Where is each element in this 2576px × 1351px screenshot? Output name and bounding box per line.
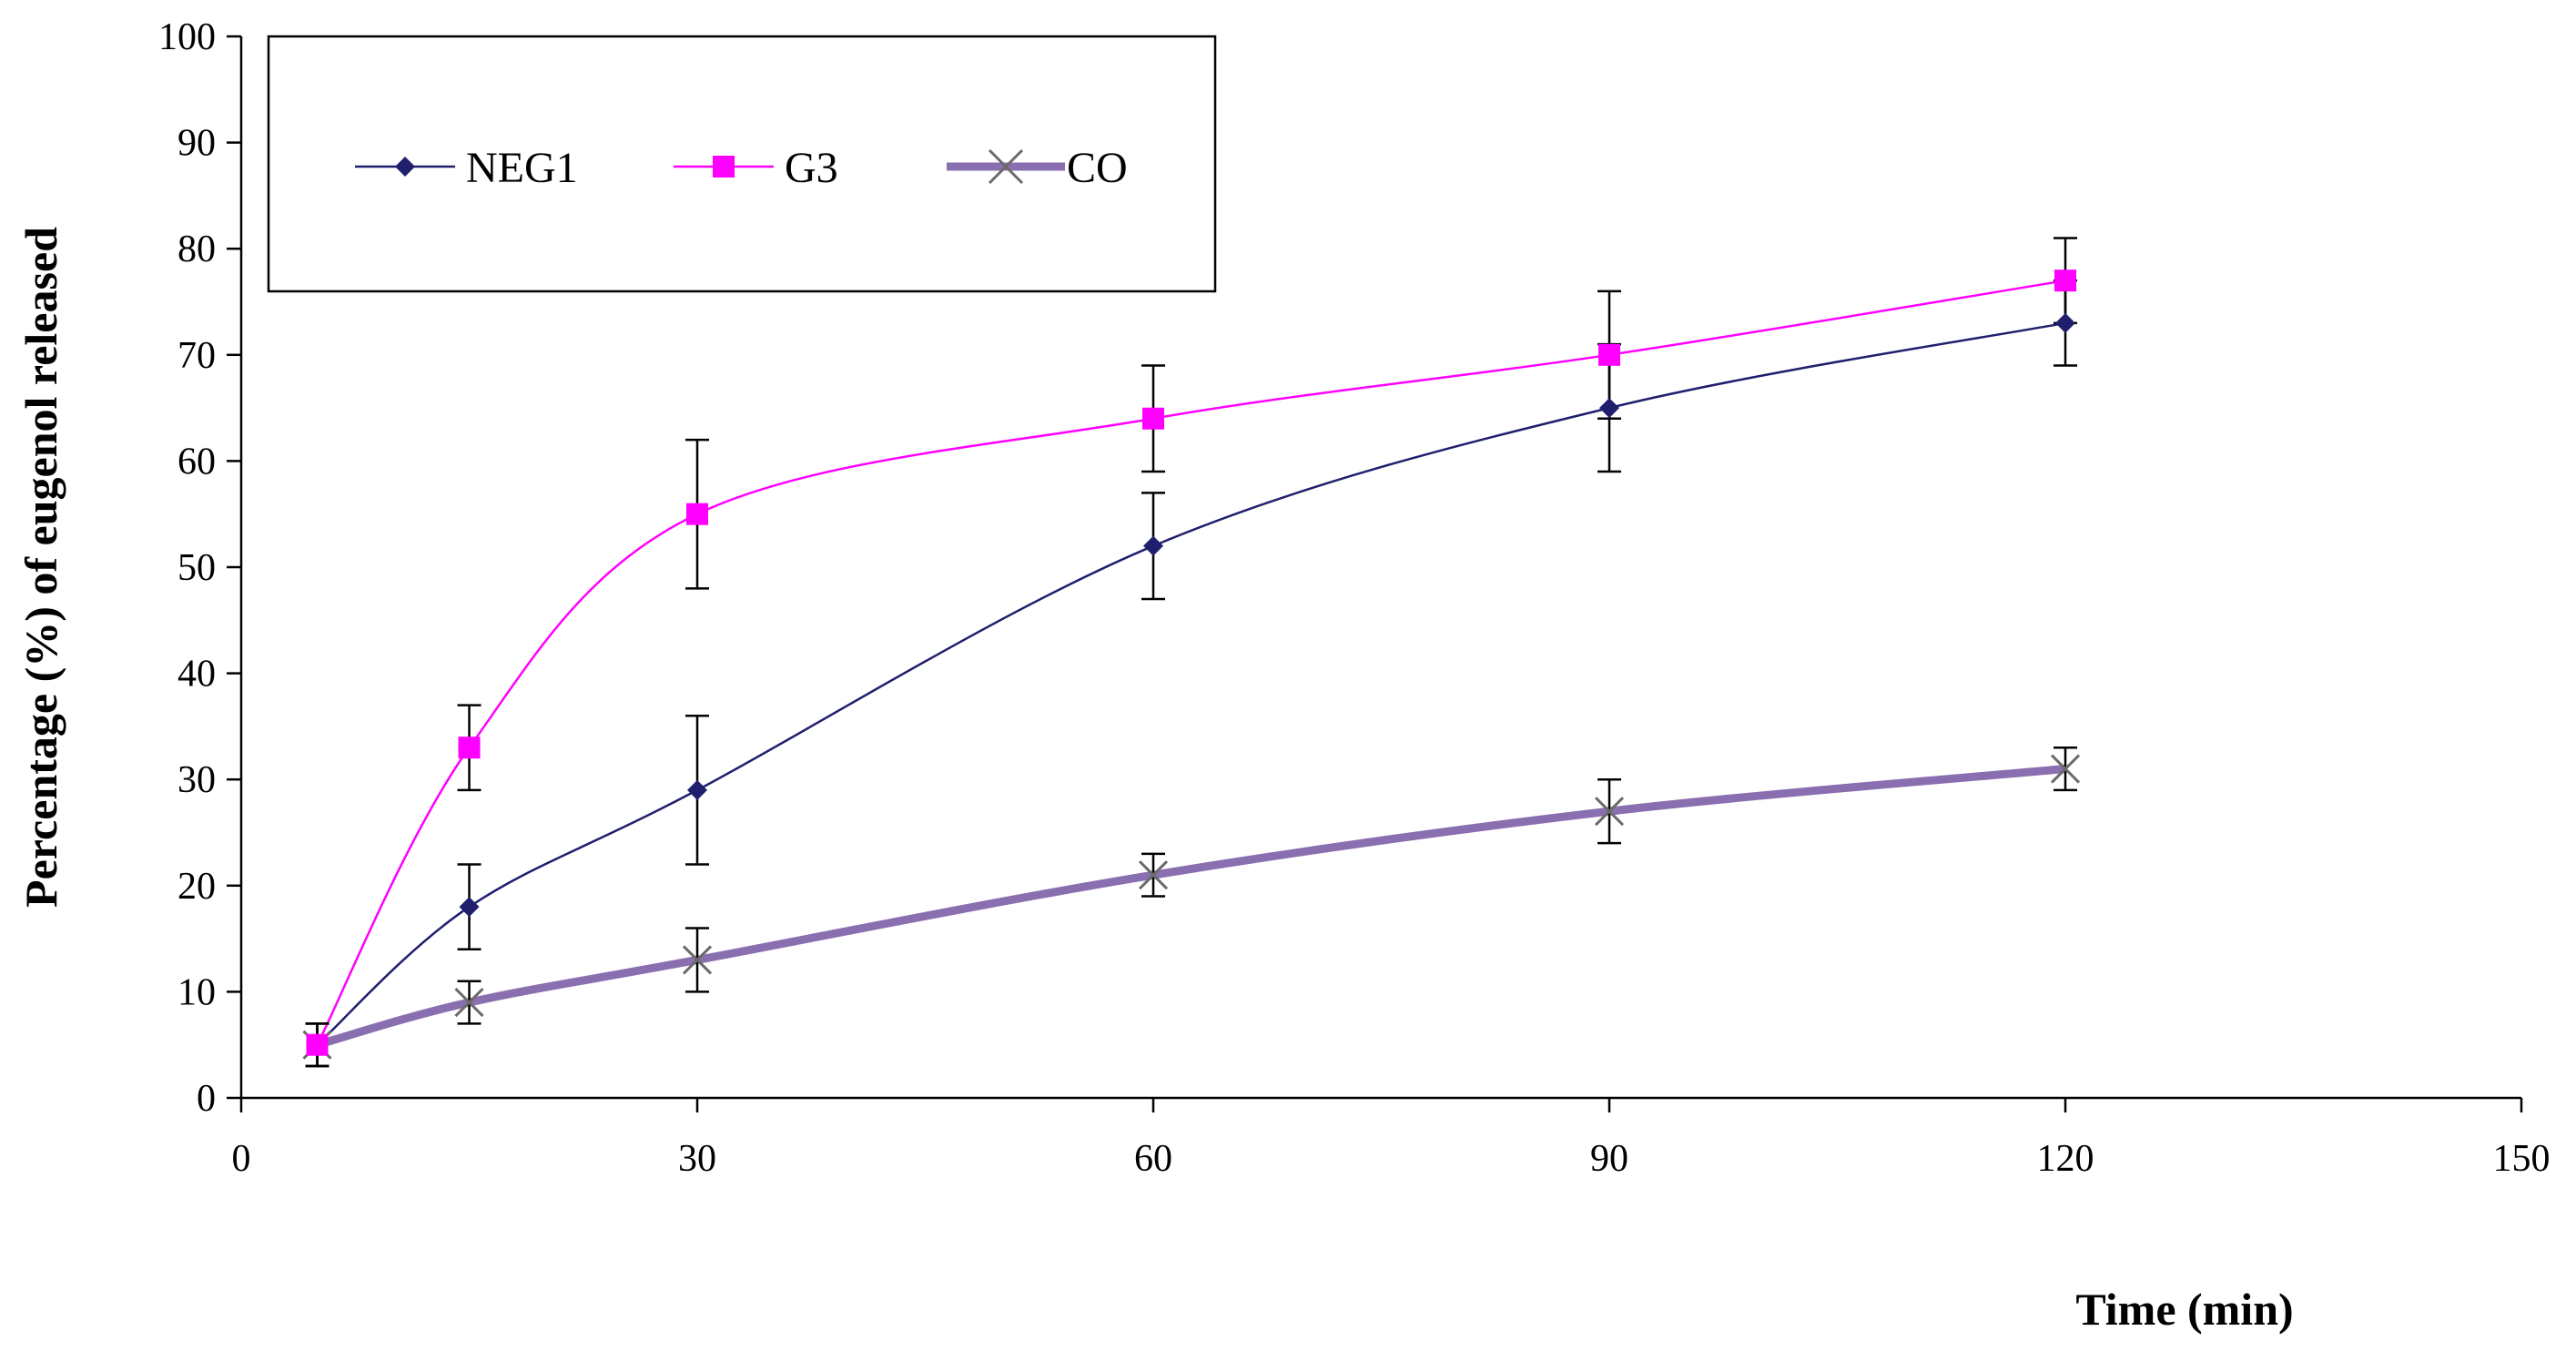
legend-label-neg1: NEG1 — [466, 144, 578, 192]
x-axis-title: Time (min) — [2075, 1284, 2293, 1335]
legend-label-g3: G3 — [785, 144, 838, 192]
data-point-co — [454, 987, 484, 1018]
axes: 0 10 20 30 40 50 60 70 80 90 100 0 30 60 90 120 150 — [158, 16, 2551, 1180]
x-tick-label: 150 — [2493, 1138, 2551, 1180]
series-line-g3 — [316, 279, 2066, 1046]
legend-marker-g3 — [713, 156, 735, 178]
legend-marker-co — [988, 148, 1024, 185]
x-tick-label: 30 — [678, 1138, 716, 1180]
data-point-g3 — [686, 503, 708, 525]
x-tick-label: 60 — [1134, 1138, 1172, 1180]
data-point-g3 — [306, 1033, 329, 1056]
y-tick-label: 90 — [177, 123, 216, 165]
plot-area — [302, 237, 2081, 1068]
y-tick-label: 20 — [177, 866, 216, 908]
data-point-neg1 — [1143, 535, 1163, 556]
legend-label-co: CO — [1067, 144, 1128, 192]
y-tick-label: 30 — [177, 759, 216, 801]
data-point-neg1 — [2055, 312, 2075, 333]
data-point-g3 — [1598, 343, 1620, 366]
legend: NEG1 G3 CO — [267, 35, 1217, 293]
series-line-neg1 — [316, 321, 2066, 1046]
series-line-co — [316, 765, 2066, 1050]
data-point-co — [1594, 797, 1625, 827]
data-point-g3 — [458, 736, 481, 759]
legend-marker-neg1 — [395, 157, 415, 177]
data-point-g3 — [1142, 407, 1164, 430]
y-axis-title: Percentage (%) of eugenol released — [15, 227, 66, 908]
data-point-neg1 — [1599, 398, 1619, 419]
data-point-neg1 — [459, 897, 480, 918]
y-tick-label: 50 — [177, 547, 216, 589]
y-tick-label: 70 — [177, 335, 216, 377]
data-point-neg1 — [687, 779, 707, 800]
data-point-co — [2050, 754, 2081, 784]
x-tick-label: 120 — [2037, 1138, 2094, 1180]
y-tick-label: 40 — [177, 654, 216, 696]
x-tick-label: 0 — [232, 1138, 251, 1180]
y-tick-label: 60 — [177, 441, 216, 482]
x-tick-label: 90 — [1590, 1138, 1628, 1180]
y-tick-label: 100 — [158, 16, 216, 58]
data-point-co — [682, 945, 713, 975]
data-point-g3 — [2054, 269, 2076, 292]
y-tick-label: 80 — [177, 229, 216, 270]
y-tick-label: 10 — [177, 971, 216, 1013]
data-point-co — [1138, 860, 1169, 890]
y-tick-label: 0 — [197, 1078, 216, 1120]
